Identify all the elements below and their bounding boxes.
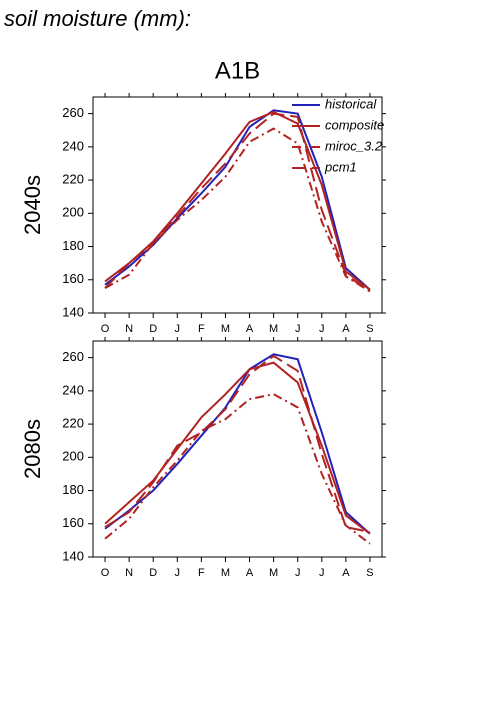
y-tick-label: 140 (62, 548, 84, 563)
x-tick-label: N (125, 567, 133, 579)
y-tick-label: 200 (62, 449, 84, 464)
x-tick-label: D (149, 567, 157, 579)
x-tick-label: N (125, 323, 133, 335)
y-tick-label: 240 (62, 382, 84, 397)
legend-label: historical (325, 96, 377, 111)
x-tick-label: F (198, 323, 205, 335)
y-tick-label: 240 (62, 138, 84, 153)
x-tick-label: A (342, 323, 350, 335)
series-line (104, 112, 371, 293)
y-tick-label: 180 (62, 482, 84, 497)
y-tick-label: 160 (62, 271, 84, 286)
y-tick-label: 260 (62, 349, 84, 364)
legend-label: pcm1 (324, 159, 357, 174)
page-heading: soil moisture (mm): (4, 6, 191, 31)
series-line (104, 354, 371, 534)
plot-frame (92, 340, 383, 558)
y-tick-label: 260 (62, 105, 84, 120)
series-line (104, 393, 371, 545)
x-tick-label: A (246, 323, 254, 335)
x-tick-label: F (198, 567, 205, 579)
x-tick-label: J (295, 323, 301, 335)
x-tick-label: S (366, 567, 373, 579)
x-tick-label: J (175, 323, 181, 335)
x-tick-label: M (221, 567, 230, 579)
y-axis-label: 2080s (20, 419, 45, 479)
x-tick-label: J (175, 567, 181, 579)
series-line (104, 110, 371, 291)
x-tick-label: O (101, 567, 110, 579)
series-line (104, 361, 371, 535)
y-tick-label: 180 (62, 238, 84, 253)
x-tick-label: J (319, 567, 325, 579)
y-axis-label: 2040s (20, 175, 45, 235)
y-tick-label: 220 (62, 416, 84, 431)
y-tick-label: 140 (62, 304, 84, 319)
x-tick-label: J (295, 567, 301, 579)
series-line (104, 127, 371, 293)
x-tick-label: D (149, 323, 157, 335)
x-tick-label: A (342, 567, 350, 579)
y-tick-label: 220 (62, 172, 84, 187)
x-tick-label: J (319, 323, 325, 335)
x-tick-label: M (221, 323, 230, 335)
x-tick-label: O (101, 323, 110, 335)
x-tick-label: M (269, 323, 278, 335)
panel-title: A1B (215, 57, 260, 84)
legend-label: miroc_3.2 (325, 138, 383, 153)
y-tick-label: 200 (62, 205, 84, 220)
x-tick-label: A (246, 567, 254, 579)
y-tick-label: 160 (62, 515, 84, 530)
plot-frame (92, 96, 383, 314)
x-tick-label: S (366, 323, 373, 335)
x-tick-label: M (269, 567, 278, 579)
legend-label: composite (325, 117, 384, 132)
